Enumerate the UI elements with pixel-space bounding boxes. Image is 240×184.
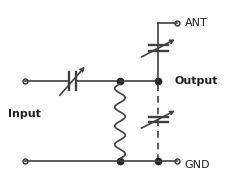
Text: GND: GND bbox=[184, 160, 210, 170]
Text: Output: Output bbox=[175, 76, 218, 86]
Text: ANT: ANT bbox=[184, 18, 207, 28]
Text: Input: Input bbox=[8, 109, 41, 119]
